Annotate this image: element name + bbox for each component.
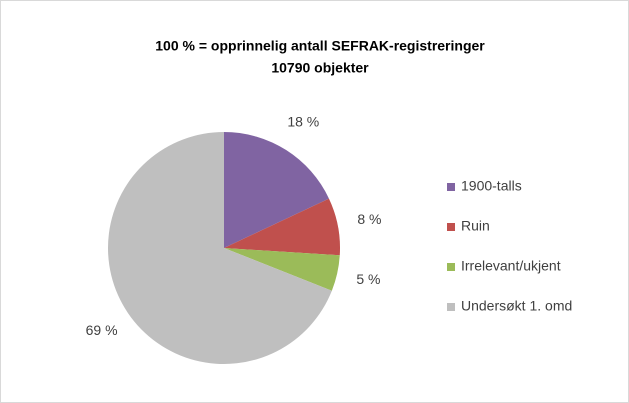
pie-slice: [224, 132, 329, 248]
legend-swatch: [447, 183, 455, 191]
chart-subtitle: 10790 objekter: [271, 60, 369, 76]
data-label: 8 %: [357, 211, 381, 227]
pie-slice: [108, 132, 332, 364]
legend-label: Ruin: [461, 218, 490, 234]
data-label: 69 %: [86, 322, 118, 338]
legend-label: 1900-talls: [461, 178, 522, 194]
data-label: 18 %: [287, 114, 319, 130]
chart-title: 100 % = opprinnelig antall SEFRAK-regist…: [155, 38, 485, 54]
pie-slice: [224, 198, 340, 256]
legend-swatch: [447, 223, 455, 231]
legend-label: Irrelevant/ukjent: [461, 258, 561, 274]
legend-swatch: [447, 263, 455, 271]
data-label: 5 %: [356, 271, 380, 287]
legend-swatch: [447, 303, 455, 311]
legend-label: Undersøkt 1. omd: [461, 298, 572, 314]
pie-slice: [224, 248, 340, 291]
